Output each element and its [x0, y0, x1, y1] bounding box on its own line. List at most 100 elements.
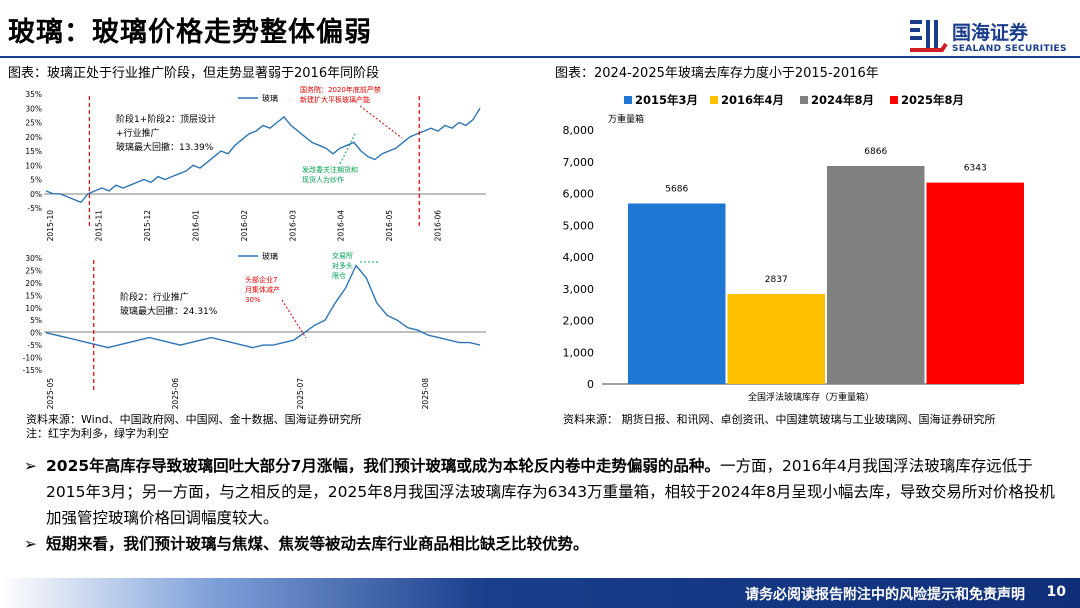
- tc-x-tick-label: 2015-12: [143, 210, 152, 242]
- bar-legend-label: 2025年8月: [901, 93, 964, 107]
- bc-x-tick-label: 2025-05: [46, 378, 55, 410]
- bar-2: [727, 293, 825, 384]
- bullet-list: ➢ 2025年高库存导致玻璃回吐大部分7月涨幅，我们预计玻璃或成为本轮反内卷中走…: [24, 453, 1064, 557]
- company-logo: 国海证券 SEALAND SECURITIES: [908, 16, 1068, 60]
- left-source-line: 资料来源：Wind、中国政府网、中国网、金十数据、国海证券研究所: [26, 413, 362, 426]
- page-title: 玻璃：玻璃价格走势整体偏弱: [8, 17, 372, 48]
- bc-y-tick-label: 15%: [25, 291, 42, 300]
- bottom-chart-red-arrow: [281, 299, 307, 339]
- top-chart-legend-label: 玻璃: [262, 93, 278, 103]
- left-figure-caption: 图表：玻璃正处于行业推广阶段，但走势显著弱于2016年同阶段: [8, 66, 380, 81]
- top-chart-green-note-1: 发改委关注期货和: [302, 165, 358, 174]
- bullet-item-2: ➢ 短期来看，我们预计玻璃与焦煤、焦炭等被动去库行业商品相比缺乏比较优势。: [24, 531, 1064, 557]
- tc-y-tick-label: 0%: [30, 190, 42, 199]
- top-chart-red-note-1: 国务院：2020年底前严禁: [300, 85, 381, 94]
- bullet-text-1: 2025年高库存导致玻璃回吐大部分7月涨幅，我们预计玻璃或成为本轮反内卷中走势偏…: [46, 453, 1064, 531]
- bar-1: [628, 203, 726, 384]
- tc-x-tick-label: 2015-10: [46, 210, 55, 242]
- bullet-1-bold: 2025年高库存导致玻璃回吐大部分7月涨幅，我们预计玻璃或成为本轮反内卷中走势偏…: [46, 457, 720, 475]
- tc-x-tick-label: 2016-04: [337, 210, 346, 242]
- top-chart-series-line: [45, 107, 481, 204]
- bar-legend-label: 2016年4月: [721, 93, 784, 107]
- bar-legend-label: 2024年8月: [811, 93, 874, 107]
- tc-x-tick-label: 2016-05: [385, 210, 394, 242]
- footer-bar: 请务必阅读报告附注中的风险提示和免责声明 10: [0, 578, 1080, 608]
- bullet-1-rest: 一方面，2016年4月我国浮法玻璃库存远低于2015年3月；另一方面，与之相反的…: [46, 457, 1055, 527]
- bar-chart-y-ticks: 0 1,000 2,000 3,000 4,000 5,000 6,000 7,000 8,00…: [563, 124, 595, 391]
- footer-disclaimer: 请务必阅读报告附注中的风险提示和免责声明: [745, 587, 1025, 603]
- bc-y-tick-label: -5%: [27, 341, 42, 350]
- bullet-2-bold: 短期来看，我们预计玻璃与焦煤、焦炭等被动去库行业商品相比缺乏比较优势。: [46, 535, 589, 553]
- bottom-chart-note-line-1: 阶段2：行业推广: [120, 291, 189, 303]
- top-chart-green-arrow: [339, 131, 357, 165]
- logo-name-en: SEALAND SECURITIES: [952, 44, 1067, 54]
- bar-legend-swatch: [800, 96, 808, 104]
- bullet-arrow-icon: ➢: [24, 535, 37, 553]
- bar-legend-swatch: [710, 96, 718, 104]
- bottom-chart-note-line-2: 玻璃最大回撤：24.31%: [120, 305, 218, 317]
- top-chart-green-note-2: 现货人为炒作: [302, 175, 344, 184]
- tc-y-tick-label: -5%: [27, 204, 42, 213]
- right-source-note: 资料来源： 期货日报、和讯网、卓创资讯、中国建筑玻璃与工业玻璃网、国海证券研究所: [563, 413, 996, 426]
- bottom-chart-red-note-2: 月集体减产: [245, 285, 280, 294]
- top-chart-note-line-1: 阶段1+阶段2：顶层设计: [116, 113, 216, 125]
- inventory-bar-chart: 2015年3月 2016年4月 2024年8月 2025年8月 万重量箱 0 1,000…: [563, 93, 1024, 403]
- tc-x-tick-label: 2016-02: [240, 210, 249, 242]
- bc-y-tick-label: 5%: [30, 316, 42, 325]
- bottom-chart-x-ticks: 2025-05 2025-06 2025-07 2025-08: [46, 378, 430, 410]
- tc-x-tick-label: 2016-06: [434, 210, 443, 242]
- tc-x-tick-label: 2016-03: [288, 210, 297, 242]
- bc-y-tick-label: -15%: [23, 366, 42, 375]
- bc-y-tick-label: 30%: [25, 254, 42, 263]
- bottom-chart-green-note-2: 对多头: [332, 261, 353, 270]
- tc-y-tick-label: 5%: [30, 176, 42, 185]
- bar-chart-x-title: 全国浮法玻璃库存（万重量箱）: [748, 391, 874, 403]
- right-figure-caption: 图表：2024-2025年玻璃去库存力度小于2015-2016年: [555, 66, 879, 81]
- bar-y-tick-label: 2,000: [563, 315, 595, 328]
- left-note-line: 注：红字为利多，绿字为利空: [26, 427, 169, 440]
- bar-y-tick-label: 6,000: [563, 188, 595, 201]
- bar-y-tick-label: 3,000: [563, 283, 595, 296]
- bc-x-tick-label: 2025-08: [421, 378, 430, 410]
- bottom-chart-series-line: [45, 264, 481, 349]
- bar-chart-value-labels: 5686 2837 6866 6343: [665, 147, 986, 285]
- top-chart-event-lines: [88, 96, 420, 228]
- tc-x-tick-label: 2016-01: [191, 210, 200, 242]
- top-chart-x-ticks: 2015-10 2015-11 2015-12 2016-01 2016-02 2016-…: [46, 210, 443, 242]
- bc-y-tick-label: 10%: [25, 304, 42, 313]
- bc-y-tick-label: 20%: [25, 279, 42, 288]
- bottom-chart-red-note-1: 头部企业7: [245, 275, 277, 284]
- tc-y-tick-label: 10%: [25, 161, 42, 170]
- bar-4: [926, 182, 1024, 384]
- tc-y-tick-label: 30%: [25, 104, 42, 113]
- bar-legend-swatch: [624, 96, 632, 104]
- header-divider: [0, 56, 1080, 58]
- bottom-chart-legend-label: 玻璃: [262, 251, 278, 261]
- tc-x-tick-label: 2015-11: [94, 210, 103, 242]
- bc-x-tick-label: 2025-06: [171, 378, 180, 410]
- bc-y-tick-label: 0%: [30, 329, 42, 338]
- top-chart-note-line-3: 玻璃最大回撤：13.39%: [116, 141, 214, 153]
- tc-y-tick-label: 25%: [25, 119, 42, 128]
- bar-chart-legend: 2015年3月 2016年4月 2024年8月 2025年8月: [624, 93, 964, 107]
- bar-legend-label: 2015年3月: [635, 93, 698, 107]
- bar-y-tick-label: 7,000: [563, 156, 595, 169]
- bar-chart-y-unit: 万重量箱: [608, 113, 644, 125]
- bar-legend-swatch: [890, 96, 898, 104]
- bar-y-tick-label: 8,000: [563, 124, 595, 137]
- bar-y-tick-label: 1,000: [563, 346, 595, 359]
- bar-3: [827, 166, 925, 384]
- bottom-chart-y-ticks: 30% 25% 20% 15% 10% 5% 0% -5% -10% -15%: [23, 254, 42, 375]
- bottom-line-chart: 30%25%20%15%10%5%0%-5%-10%-15% 2025-05 20…: [23, 251, 486, 409]
- bar-y-tick-label: 0: [587, 378, 594, 391]
- bc-x-tick-label: 2025-07: [296, 378, 305, 410]
- left-source-note: 资料来源：Wind、中国政府网、中国网、金十数据、国海证券研究所 注：红字为利多…: [26, 413, 546, 441]
- page-number: 10: [1046, 584, 1066, 600]
- tc-y-tick-label: 15%: [25, 147, 42, 156]
- bc-y-tick-label: 25%: [25, 266, 42, 275]
- top-line-chart: 35% 30% 25% 20% 15% 10% 5% 0% -5% 2015-10 2015-11…: [25, 85, 486, 242]
- bar-value-label: 2837: [765, 275, 788, 285]
- bar-value-label: 5686: [665, 184, 688, 194]
- top-chart-red-note-2: 新建扩大平板玻璃产能: [300, 95, 370, 104]
- bar-y-tick-label: 4,000: [563, 251, 595, 264]
